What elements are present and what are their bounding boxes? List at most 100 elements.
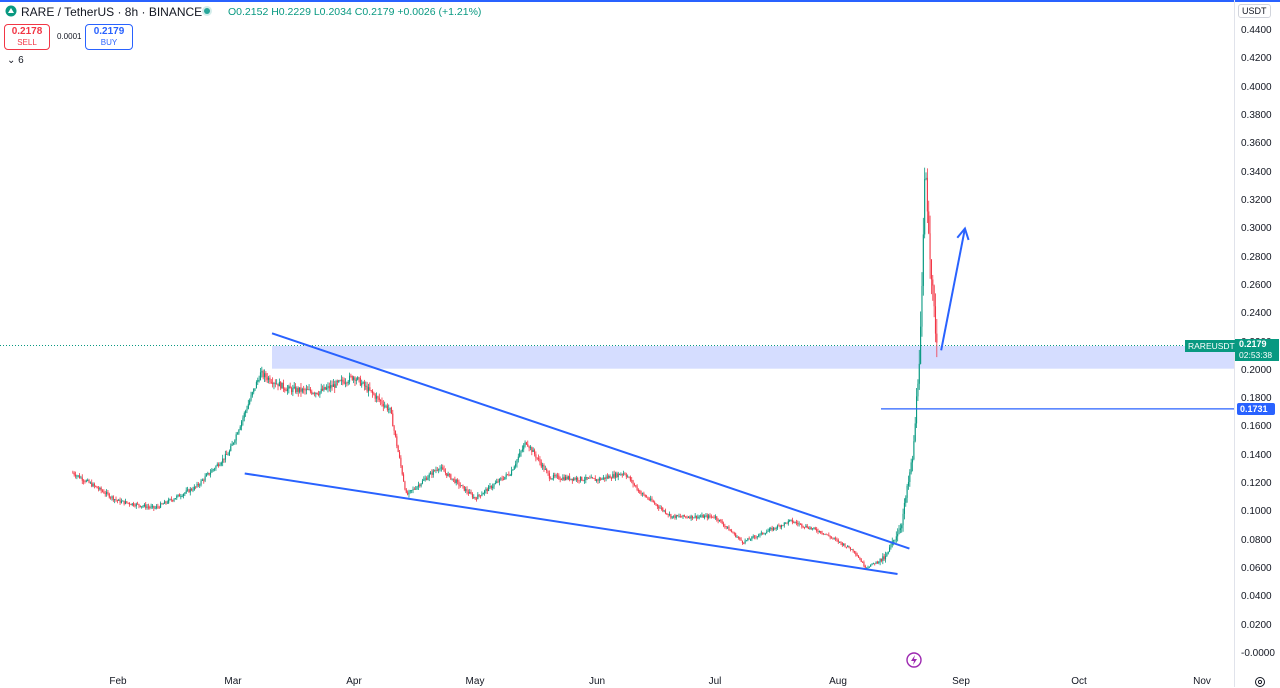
candle [771, 525, 773, 532]
candle [185, 487, 187, 494]
candle [340, 375, 343, 385]
candle [585, 474, 587, 484]
candle [506, 474, 509, 476]
indicators-toggle[interactable]: ⌄ 6 [4, 55, 27, 66]
candle [79, 473, 81, 479]
candle [376, 392, 378, 403]
symbol-title[interactable]: RARE / TetherUS · 8h · BINANCE [21, 5, 203, 19]
candle [722, 521, 725, 528]
candle [268, 375, 270, 384]
gear-icon[interactable] [1254, 676, 1266, 688]
candle [552, 472, 554, 481]
candle [754, 535, 756, 540]
sell-button[interactable]: 0.2178 SELL [4, 24, 50, 50]
candle [362, 381, 364, 385]
candle [469, 488, 471, 494]
candle [810, 526, 812, 530]
candle [89, 481, 91, 484]
candle [208, 472, 210, 476]
candle [712, 516, 714, 518]
candle [932, 274, 934, 301]
candle [307, 386, 309, 391]
candle [782, 524, 784, 527]
candle [698, 515, 700, 520]
price-chart[interactable] [0, 0, 1234, 687]
candle [814, 526, 816, 531]
candle [914, 416, 916, 443]
candle [118, 498, 120, 501]
candle [581, 476, 583, 482]
candle [656, 504, 658, 510]
up-arrow[interactable] [940, 228, 966, 351]
candle [687, 516, 689, 519]
candle [296, 386, 298, 395]
y-tick-label: 0.4400 [1241, 25, 1272, 36]
candle [138, 503, 140, 509]
candle [616, 471, 618, 479]
candle [921, 272, 923, 337]
candle [809, 525, 811, 530]
x-tick-label: Aug [829, 676, 847, 687]
candle [80, 475, 82, 479]
candle [385, 404, 387, 408]
candle [272, 377, 274, 388]
x-tick-label: May [465, 676, 485, 687]
candle [390, 406, 392, 415]
x-tick-label: Apr [346, 676, 362, 687]
candle [853, 550, 856, 554]
candle [369, 382, 371, 392]
candle [743, 542, 745, 545]
candle [779, 524, 781, 529]
candle [309, 386, 311, 394]
candle [650, 495, 652, 502]
arrow-head [956, 226, 970, 241]
y-tick-label: 0.0600 [1241, 563, 1272, 575]
candle [257, 377, 259, 385]
candle [459, 482, 461, 488]
candle [586, 476, 588, 481]
candle [473, 494, 475, 499]
candle [890, 543, 892, 550]
resistance-zone[interactable] [272, 346, 1234, 369]
drawings-layer[interactable] [244, 226, 1234, 575]
lower-trendline[interactable] [244, 472, 898, 575]
candle [440, 464, 442, 472]
candle [812, 528, 814, 531]
candle [744, 538, 746, 545]
candle [224, 450, 226, 463]
candle [613, 470, 615, 479]
candle [350, 373, 352, 378]
lightning-icon[interactable] [906, 652, 922, 668]
candle [380, 399, 382, 406]
candle [821, 530, 823, 535]
candle [334, 380, 336, 394]
candle [571, 478, 573, 484]
candle [290, 386, 293, 395]
candle [828, 532, 830, 537]
candle [388, 404, 390, 414]
candle [332, 378, 334, 387]
candle [878, 561, 880, 565]
currency-select[interactable]: USDT [1238, 4, 1271, 18]
candle [578, 480, 580, 484]
candle [500, 477, 502, 481]
candle [436, 467, 438, 472]
candle [560, 478, 563, 481]
candle [119, 497, 121, 505]
upper-trendline[interactable] [271, 332, 910, 550]
candle [276, 379, 278, 385]
candle [724, 523, 726, 529]
candle [555, 473, 557, 479]
candle [640, 490, 642, 496]
candle [415, 486, 417, 490]
candle [843, 543, 845, 547]
candle [520, 450, 522, 457]
candle [643, 491, 645, 496]
buy-button[interactable]: 0.2179 BUY [85, 24, 133, 50]
candle [467, 489, 469, 496]
candle [675, 514, 677, 520]
x-tick-label: Mar [224, 676, 242, 687]
candle [397, 444, 399, 453]
candle [559, 476, 561, 483]
candle [281, 382, 283, 389]
